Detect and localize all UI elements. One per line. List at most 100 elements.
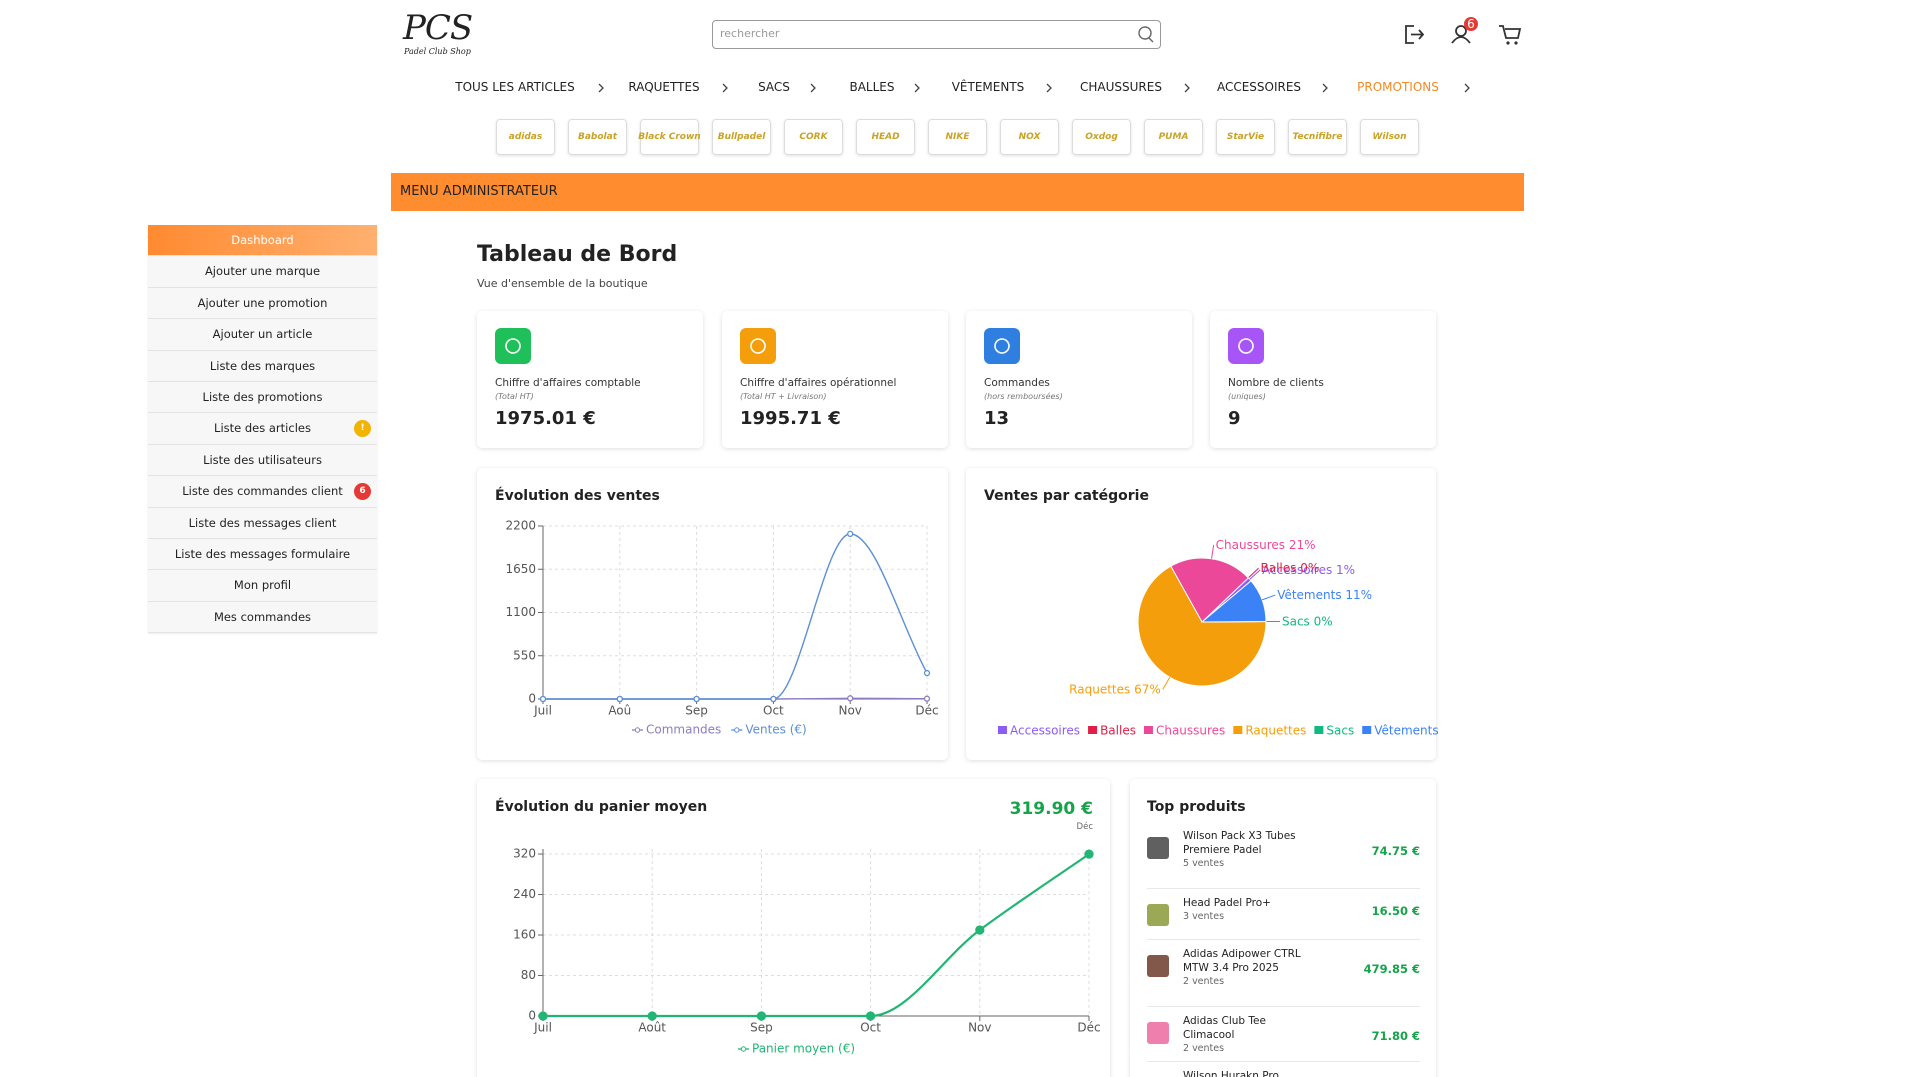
stat-value: 1975.01 € (495, 408, 596, 429)
brand-name: Black Crown (638, 132, 701, 142)
product-separator (1147, 1006, 1420, 1007)
brand-logo[interactable]: PUMA (1144, 119, 1203, 155)
nav-item[interactable]: CHAUSSURES (1080, 80, 1162, 94)
sidebar-badge: 6 (354, 483, 371, 501)
sidebar-label: Liste des messages client (188, 515, 337, 530)
stat-label: Commandes (984, 377, 1050, 389)
nav-item[interactable]: PROMOTIONS (1357, 80, 1439, 94)
brand-name: CORK (799, 132, 828, 142)
product-name[interactable]: Adidas Adipower CTRL MTW 3.4 Pro 2025 (1183, 948, 1301, 974)
brand-logo[interactable]: adidas (496, 119, 555, 155)
sidebar-item[interactable]: Liste des utilisateurs (148, 444, 377, 477)
brand-logo[interactable]: Wilson (1360, 119, 1419, 155)
sidebar-item[interactable]: Dashboard (148, 225, 377, 257)
chart-card: Évolution du panier moyen (477, 779, 1110, 1077)
brand-logo[interactable]: HEAD (856, 119, 915, 155)
page-subtitle: Vue d'ensemble de la boutique (477, 277, 648, 290)
user-badge (1464, 17, 1478, 31)
brand-name: StarVie (1226, 132, 1265, 142)
product-separator (1147, 1061, 1420, 1062)
sidebar-label: Ajouter un article (212, 327, 313, 342)
sidebar-item[interactable]: Liste des messages formulaire (148, 539, 377, 571)
sidebar-label: Liste des utilisateurs (203, 452, 322, 467)
sidebar-item[interactable]: Ajouter une promotion (148, 287, 377, 320)
product-sales: 3 ventes (1183, 911, 1225, 922)
brand-name: PUMA (1158, 132, 1189, 142)
sidebar-label: Liste des commandes client (182, 484, 343, 499)
sidebar-item[interactable]: Mon profil (148, 570, 377, 602)
brand-name: Babolat (577, 132, 618, 142)
sidebar-item[interactable]: Liste des messages client (148, 507, 377, 539)
brand-logo[interactable]: Oxdog (1072, 119, 1131, 155)
tagline: Padel Club Shop (404, 47, 471, 56)
stat-note: (hors remboursées) (984, 392, 1063, 401)
brand-logo[interactable]: NIKE (928, 119, 987, 155)
brand-logo[interactable]: StarVie (1216, 119, 1275, 155)
product-sales: 2 ventes (1183, 976, 1225, 987)
nav-item[interactable]: SACS (758, 80, 790, 94)
sidebar-item[interactable]: Ajouter une marque (148, 256, 377, 288)
stat-value: 9 (1228, 408, 1241, 429)
nav-item[interactable]: TOUS LES ARTICLES (455, 80, 575, 94)
search-box[interactable]: rechercher (712, 20, 1161, 49)
cart-icon (1499, 25, 1522, 39)
brand-name: Bullpadel (717, 132, 766, 142)
sidebar-label: Ajouter une promotion (197, 295, 328, 310)
sidebar-label: Mes commandes (213, 609, 312, 624)
stat-note: (uniques) (1228, 392, 1266, 401)
nav-item[interactable]: RAQUETTES (628, 80, 700, 94)
sidebar-item[interactable]: Ajouter un article (148, 319, 377, 351)
top-products-card: Top produits Wilson Pack X3 Tubes Premier… (1130, 779, 1436, 1077)
sidebar-item[interactable]: Liste des commandes client 6 (148, 476, 377, 508)
sidebar-item[interactable]: Liste des marques (148, 350, 377, 382)
stat-card: Chiffre d'affaires comptable (Total HT) 19… (477, 311, 703, 448)
brand-name: adidas (508, 132, 543, 142)
chart-title: Évolution du panier moyen (495, 799, 708, 815)
brand-name: Oxdog (1085, 132, 1118, 142)
product-price: 71.80 € (1371, 1029, 1420, 1043)
brand-name: Tecnifibre (1292, 132, 1343, 142)
product-separator (1147, 939, 1420, 940)
nav-item[interactable]: ACCESSOIRES (1216, 80, 1302, 94)
sidebar-label: Mon profil (233, 578, 292, 593)
sidebar-label: Ajouter une marque (204, 264, 321, 279)
stat-value: 1995.71 € (740, 408, 841, 429)
brand-logo[interactable]: NOX (1000, 119, 1059, 155)
chart-highlight-period: Déc (1076, 822, 1093, 832)
stat-value: 13 (984, 408, 1010, 429)
brand-logo[interactable]: Black Crown (638, 119, 701, 155)
brand-name: Wilson (1372, 132, 1407, 142)
product-sales: 5 ventes (1183, 858, 1225, 869)
sidebar-label: Liste des promotions (202, 390, 323, 404)
product-name[interactable]: Wilson Hurakn Pro (1183, 1070, 1279, 1077)
chart-card: Ventes par catégorie (966, 468, 1436, 760)
product-name[interactable]: Head Padel Pro+ (1183, 897, 1271, 909)
product-thumb (1147, 955, 1169, 977)
sidebar-item[interactable]: Liste des articles! (148, 413, 377, 445)
brand-logo[interactable]: CORK (784, 119, 843, 155)
page-title: Tableau de Bord (477, 242, 678, 267)
search-placeholder: rechercher (720, 27, 780, 40)
brand-name: HEAD (871, 132, 900, 142)
stat-label: Nombre de clients (1228, 377, 1324, 389)
product-thumb (1147, 904, 1169, 926)
brand-name: NOX (1018, 132, 1041, 142)
sidebar-label: Liste des articles (214, 421, 311, 436)
sidebar-item[interactable]: Liste des promotions (148, 382, 377, 414)
brand-logo[interactable]: Bullpadel (712, 119, 771, 155)
nav-item[interactable]: BALLES (849, 80, 895, 94)
stat-label: Chiffre d'affaires comptable (495, 377, 641, 389)
sidebar-item[interactable]: Mes commandes (148, 601, 377, 634)
nav-item[interactable]: VÊTEMENTS (951, 80, 1025, 94)
brand-logo[interactable]: Babolat (568, 119, 627, 155)
logout-icon (1405, 25, 1425, 44)
user-badge-text: 6 (1467, 17, 1475, 31)
product-name[interactable]: Adidas Club Tee Climacool (1183, 1015, 1266, 1041)
stat-note: (Total HT) (495, 392, 534, 401)
stat-icon (984, 328, 1020, 364)
brand-logo[interactable]: Tecnifibre (1288, 119, 1347, 155)
product-name[interactable]: Wilson Pack X3 Tubes Premiere Padel (1183, 830, 1296, 856)
logo[interactable]: PCS (403, 8, 473, 48)
cart-icon (1514, 41, 1518, 45)
